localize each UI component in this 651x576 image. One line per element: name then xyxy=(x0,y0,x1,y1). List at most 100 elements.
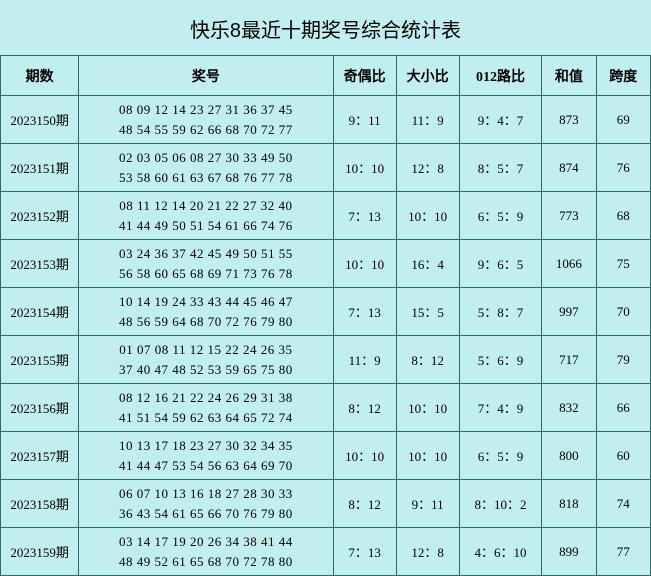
cell-span: 69 xyxy=(596,96,650,144)
cell-odd-even: 10：10 xyxy=(333,144,396,192)
cell-big-small: 10：10 xyxy=(396,432,459,480)
cell-period: 2023158期 xyxy=(1,480,79,528)
numbers-line1: 08 09 12 14 23 27 31 36 37 45 xyxy=(81,100,330,120)
header-row: 期数 奖号 奇偶比 大小比 012路比 和值 跨度 xyxy=(1,56,651,96)
numbers-line1: 08 11 12 14 20 21 22 27 32 40 xyxy=(81,196,330,216)
numbers-line2: 41 51 54 59 62 63 64 65 72 74 xyxy=(81,408,330,428)
table-row: 2023154期10 14 19 24 33 43 44 45 46 4748 … xyxy=(1,288,651,336)
cell-big-small: 16：4 xyxy=(396,240,459,288)
cell-odd-even: 7：13 xyxy=(333,192,396,240)
numbers-line1: 03 24 36 37 42 45 49 50 51 55 xyxy=(81,244,330,264)
col-header-sum: 和值 xyxy=(542,56,596,96)
table-row: 2023157期10 13 17 18 23 27 30 32 34 3541 … xyxy=(1,432,651,480)
table-row: 2023150期08 09 12 14 23 27 31 36 37 4548 … xyxy=(1,96,651,144)
cell-sum: 874 xyxy=(542,144,596,192)
cell-big-small: 10：10 xyxy=(396,192,459,240)
cell-numbers: 10 14 19 24 33 43 44 45 46 4748 56 59 64… xyxy=(79,288,333,336)
cell-span: 74 xyxy=(596,480,650,528)
cell-odd-even: 10：10 xyxy=(333,432,396,480)
cell-period: 2023150期 xyxy=(1,96,79,144)
cell-route012: 5：6：9 xyxy=(459,336,542,384)
numbers-line1: 10 13 17 18 23 27 30 32 34 35 xyxy=(81,436,330,456)
cell-period: 2023157期 xyxy=(1,432,79,480)
cell-numbers: 08 09 12 14 23 27 31 36 37 4548 54 55 59… xyxy=(79,96,333,144)
numbers-line2: 48 56 59 64 68 70 72 76 79 80 xyxy=(81,312,330,332)
numbers-line2: 36 43 54 61 65 66 70 76 79 80 xyxy=(81,504,330,524)
cell-numbers: 08 11 12 14 20 21 22 27 32 4041 44 49 50… xyxy=(79,192,333,240)
numbers-line1: 06 07 10 13 16 18 27 28 30 33 xyxy=(81,484,330,504)
numbers-line2: 41 44 49 50 51 54 61 66 74 76 xyxy=(81,216,330,236)
cell-odd-even: 8：12 xyxy=(333,384,396,432)
cell-sum: 873 xyxy=(542,96,596,144)
cell-sum: 818 xyxy=(542,480,596,528)
numbers-line2: 48 49 52 61 65 68 70 72 78 80 xyxy=(81,552,330,572)
cell-big-small: 12：8 xyxy=(396,144,459,192)
cell-span: 79 xyxy=(596,336,650,384)
stats-table-container: 快乐8最近十期奖号综合统计表 期数 奖号 奇偶比 大小比 012路比 和值 跨度… xyxy=(0,0,651,576)
cell-numbers: 03 24 36 37 42 45 49 50 51 5556 58 60 65… xyxy=(79,240,333,288)
table-row: 2023153期03 24 36 37 42 45 49 50 51 5556 … xyxy=(1,240,651,288)
cell-odd-even: 8：12 xyxy=(333,480,396,528)
cell-big-small: 9：11 xyxy=(396,480,459,528)
cell-big-small: 11：9 xyxy=(396,96,459,144)
cell-period: 2023155期 xyxy=(1,336,79,384)
cell-span: 75 xyxy=(596,240,650,288)
cell-route012: 9：4：7 xyxy=(459,96,542,144)
cell-period: 2023156期 xyxy=(1,384,79,432)
numbers-line2: 56 58 60 65 68 69 71 73 76 78 xyxy=(81,264,330,284)
stats-table: 期数 奖号 奇偶比 大小比 012路比 和值 跨度 2023150期08 09 … xyxy=(0,55,651,576)
numbers-line2: 37 40 47 48 52 53 59 65 75 80 xyxy=(81,360,330,380)
cell-numbers: 02 03 05 06 08 27 30 33 49 5053 58 60 61… xyxy=(79,144,333,192)
col-header-numbers: 奖号 xyxy=(79,56,333,96)
numbers-line2: 53 58 60 61 63 67 68 76 77 78 xyxy=(81,168,330,188)
cell-big-small: 15：5 xyxy=(396,288,459,336)
table-row: 2023158期06 07 10 13 16 18 27 28 30 3336 … xyxy=(1,480,651,528)
cell-route012: 8：10：2 xyxy=(459,480,542,528)
cell-numbers: 01 07 08 11 12 15 22 24 26 3537 40 47 48… xyxy=(79,336,333,384)
cell-odd-even: 10：10 xyxy=(333,240,396,288)
cell-big-small: 8：12 xyxy=(396,336,459,384)
cell-sum: 997 xyxy=(542,288,596,336)
cell-period: 2023151期 xyxy=(1,144,79,192)
table-row: 2023151期02 03 05 06 08 27 30 33 49 5053 … xyxy=(1,144,651,192)
numbers-line1: 02 03 05 06 08 27 30 33 49 50 xyxy=(81,148,330,168)
cell-span: 76 xyxy=(596,144,650,192)
table-title: 快乐8最近十期奖号综合统计表 xyxy=(0,0,651,55)
col-header-period: 期数 xyxy=(1,56,79,96)
cell-period: 2023152期 xyxy=(1,192,79,240)
col-header-route012: 012路比 xyxy=(459,56,542,96)
cell-sum: 800 xyxy=(542,432,596,480)
cell-numbers: 10 13 17 18 23 27 30 32 34 3541 44 47 53… xyxy=(79,432,333,480)
table-row: 2023156期08 12 16 21 22 24 26 29 31 3841 … xyxy=(1,384,651,432)
cell-period: 2023153期 xyxy=(1,240,79,288)
cell-sum: 717 xyxy=(542,336,596,384)
cell-route012: 9：6：5 xyxy=(459,240,542,288)
cell-odd-even: 9：11 xyxy=(333,96,396,144)
cell-numbers: 08 12 16 21 22 24 26 29 31 3841 51 54 59… xyxy=(79,384,333,432)
table-row: 2023155期01 07 08 11 12 15 22 24 26 3537 … xyxy=(1,336,651,384)
numbers-line2: 41 44 47 53 54 56 63 64 69 70 xyxy=(81,456,330,476)
cell-sum: 832 xyxy=(542,384,596,432)
cell-span: 60 xyxy=(596,432,650,480)
col-header-span: 跨度 xyxy=(596,56,650,96)
cell-span: 68 xyxy=(596,192,650,240)
cell-big-small: 10：10 xyxy=(396,384,459,432)
col-header-big-small: 大小比 xyxy=(396,56,459,96)
cell-period: 2023154期 xyxy=(1,288,79,336)
cell-route012: 7：4：9 xyxy=(459,384,542,432)
numbers-line1: 01 07 08 11 12 15 22 24 26 35 xyxy=(81,340,330,360)
numbers-line2: 48 54 55 59 62 66 68 70 72 77 xyxy=(81,120,330,140)
cell-span: 70 xyxy=(596,288,650,336)
cell-odd-even: 7：13 xyxy=(333,288,396,336)
col-header-odd-even: 奇偶比 xyxy=(333,56,396,96)
table-row: 2023152期08 11 12 14 20 21 22 27 32 4041 … xyxy=(1,192,651,240)
numbers-line1: 08 12 16 21 22 24 26 29 31 38 xyxy=(81,388,330,408)
cell-route012: 8：5：7 xyxy=(459,144,542,192)
cell-route012: 6：5：9 xyxy=(459,192,542,240)
cell-sum: 773 xyxy=(542,192,596,240)
cell-span: 66 xyxy=(596,384,650,432)
cell-sum: 1066 xyxy=(542,240,596,288)
cell-route012: 6：5：9 xyxy=(459,432,542,480)
cell-route012: 5：8：7 xyxy=(459,288,542,336)
cell-numbers: 06 07 10 13 16 18 27 28 30 3336 43 54 61… xyxy=(79,480,333,528)
